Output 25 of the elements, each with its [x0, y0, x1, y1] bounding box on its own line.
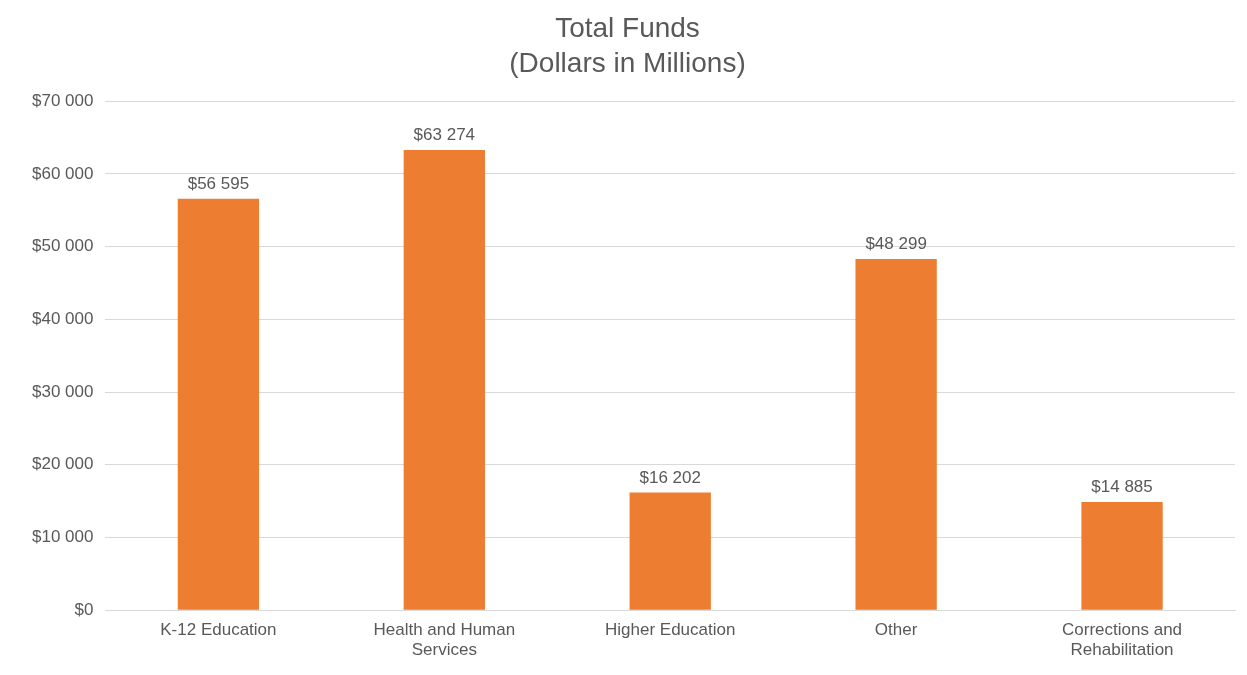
data-label: $63 274 [413, 125, 476, 145]
x-tick-label: Health and Human Services [373, 620, 516, 660]
bar [403, 150, 485, 610]
data-label: $56 595 [187, 173, 250, 193]
y-tick-label: $70 000 [32, 90, 94, 110]
bar [177, 198, 260, 610]
x-tick-label: K-12 Education [160, 620, 277, 640]
y-tick-label: $60 000 [32, 163, 94, 183]
data-label: $48 299 [865, 234, 927, 254]
x-tick-label: Other [874, 620, 918, 640]
data-label: $16 202 [639, 467, 701, 487]
chart-subtitle: (Dollars in Millions) [509, 47, 746, 79]
y-tick-label: $10 000 [32, 527, 94, 547]
x-tick-label: Corrections and Rehabilitation [1062, 620, 1183, 660]
y-tick-label: $40 000 [32, 309, 94, 329]
bar [1081, 501, 1163, 610]
bar [629, 492, 711, 610]
chart-title: Total Funds [555, 11, 700, 43]
y-tick-label: $30 000 [32, 381, 94, 401]
bar [855, 259, 937, 610]
y-tick-label: $0 [74, 599, 94, 619]
y-tick-label: $20 000 [32, 454, 94, 474]
x-tick-label: Higher Education [605, 620, 736, 640]
y-tick-label: $50 000 [32, 236, 94, 256]
data-label: $14 885 [1091, 477, 1153, 497]
